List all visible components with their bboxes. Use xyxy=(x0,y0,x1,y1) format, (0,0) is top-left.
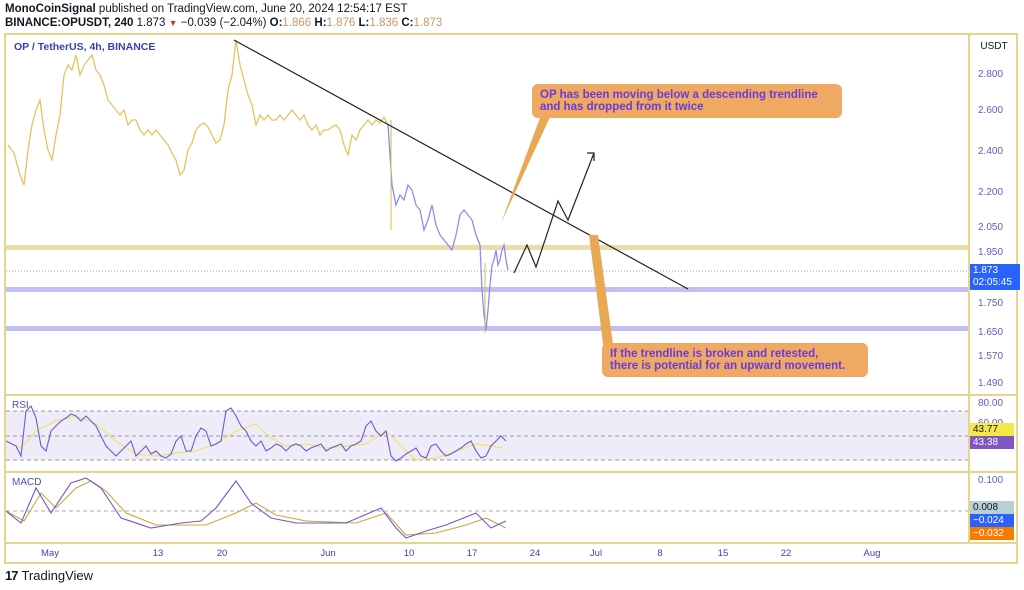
publish-info: MonoCoinSignal published on TradingView.… xyxy=(5,3,408,15)
time-label: 24 xyxy=(529,548,541,559)
open-value: 1.866 xyxy=(282,17,312,29)
macd-axis-label: 0.100 xyxy=(978,475,1004,486)
price-label: 1.490 xyxy=(978,378,1004,389)
time-label: 10 xyxy=(403,548,415,559)
time-label: 22 xyxy=(780,548,792,559)
last-price: 1.873 xyxy=(136,17,166,29)
callout-bottom[interactable]: If the trendline is broken and retested,… xyxy=(602,343,868,377)
support-zone-2 xyxy=(6,326,968,331)
time-label: 8 xyxy=(657,548,663,559)
current-price: 1.873 xyxy=(973,265,999,276)
rsi-ma-value-tag: 43.38 xyxy=(970,436,1014,449)
rsi-pane[interactable]: RSI xyxy=(6,396,968,472)
callout-top-line1: OP has been moving below a descending tr… xyxy=(540,89,818,101)
price-label: 2.400 xyxy=(978,146,1004,157)
time-label: 15 xyxy=(717,548,729,559)
descending-trendline xyxy=(233,39,689,290)
high-value: 1.876 xyxy=(326,17,356,29)
pane-separator[interactable] xyxy=(6,471,1016,473)
macd-pane[interactable]: MACD xyxy=(6,473,968,543)
rsi-axis-label: 80.00 xyxy=(978,398,1004,409)
callout-top-line2: and has dropped from it twice xyxy=(540,101,704,113)
price-axis[interactable]: USDT 2.800 2.600 2.400 2.200 2.050 1.950… xyxy=(968,35,1020,395)
high-label: H: xyxy=(314,17,327,29)
close-value: 1.873 xyxy=(413,17,443,29)
author-name[interactable]: MonoCoinSignal xyxy=(5,3,96,15)
rsi-axis[interactable]: 80.00 60.00 43.77 43.38 xyxy=(968,396,1018,472)
time-label: Jun xyxy=(320,548,336,559)
chart-frame: OP / TetherUS, 4h, BINANCE OP has been m… xyxy=(4,33,1020,564)
symbol: BINANCE:OPUSDT, 240 xyxy=(5,17,134,29)
resistance-zone xyxy=(6,245,968,250)
rsi-svg xyxy=(6,405,968,462)
time-label: Aug xyxy=(863,548,881,559)
time-label: Jul xyxy=(589,548,603,559)
tradingview-brand[interactable]: 17 TradingView xyxy=(5,568,93,583)
published-text: published on TradingView.com, June 20, 2… xyxy=(98,3,408,15)
pane-separator[interactable] xyxy=(6,394,1016,396)
time-label: May xyxy=(41,548,59,559)
callout-bottom-line1: If the trendline is broken and retested, xyxy=(610,348,819,360)
price-label: 1.650 xyxy=(978,327,1004,338)
projection-path xyxy=(513,152,595,274)
callout-pointer-top xyxy=(501,115,551,223)
callout-top[interactable]: OP has been moving below a descending tr… xyxy=(532,84,842,118)
low-value: 1.836 xyxy=(369,17,399,29)
time-label: 17 xyxy=(466,548,478,559)
macd-axis[interactable]: 0.100 0.008 −0.024 −0.032 xyxy=(968,473,1018,543)
currency-label[interactable]: USDT xyxy=(980,41,1008,52)
chart-title: OP / TetherUS, 4h, BINANCE xyxy=(14,41,156,53)
macd-line-tag: −0.024 xyxy=(970,514,1014,527)
brand-name: TradingView xyxy=(21,568,94,583)
symbol-info: BINANCE:OPUSDT, 240 1.873 ▼ −0.039 (−2.0… xyxy=(5,17,442,29)
macd-svg xyxy=(6,477,968,539)
support-zone-1 xyxy=(6,287,968,292)
macd-label[interactable]: MACD xyxy=(12,477,42,488)
price-label: 1.570 xyxy=(978,351,1004,362)
rsi-value-tag: 43.77 xyxy=(970,423,1014,436)
time-axis[interactable]: May 13 20 Jun 10 17 24 Jul 8 15 22 Aug xyxy=(6,543,968,564)
macd-histogram-tag: 0.008 xyxy=(970,501,1014,514)
open-label: O: xyxy=(269,17,283,29)
time-label: 20 xyxy=(216,548,228,559)
callout-pointer-bottom xyxy=(589,235,614,351)
arrow-head xyxy=(587,152,595,161)
close-label: C: xyxy=(401,17,414,29)
price-change: −0.039 (−2.04%) xyxy=(180,17,267,29)
price-label: 1.950 xyxy=(978,247,1004,258)
price-label: 1.750 xyxy=(978,298,1004,309)
tradingview-logo-icon: 17 xyxy=(5,568,19,583)
price-pane[interactable]: OP / TetherUS, 4h, BINANCE OP has been m… xyxy=(6,35,968,395)
current-price-tag: 1.873 02:05:45 xyxy=(970,264,1020,290)
rsi-label[interactable]: RSI xyxy=(12,400,29,411)
low-label: L: xyxy=(358,17,370,29)
time-label: 13 xyxy=(152,548,164,559)
price-chart-svg xyxy=(6,39,968,351)
down-triangle-icon: ▼ xyxy=(168,18,178,28)
callout-bottom-line2: there is potential for an upward movemen… xyxy=(610,360,846,372)
candles xyxy=(7,39,509,333)
bar-countdown: 02:05:45 xyxy=(973,277,1012,288)
pane-separator xyxy=(6,542,1016,544)
price-label: 2.200 xyxy=(978,187,1004,198)
price-label: 2.800 xyxy=(978,69,1004,80)
price-label: 2.600 xyxy=(978,105,1004,116)
price-label: 2.050 xyxy=(978,222,1004,233)
macd-signal-tag: −0.032 xyxy=(970,527,1014,540)
